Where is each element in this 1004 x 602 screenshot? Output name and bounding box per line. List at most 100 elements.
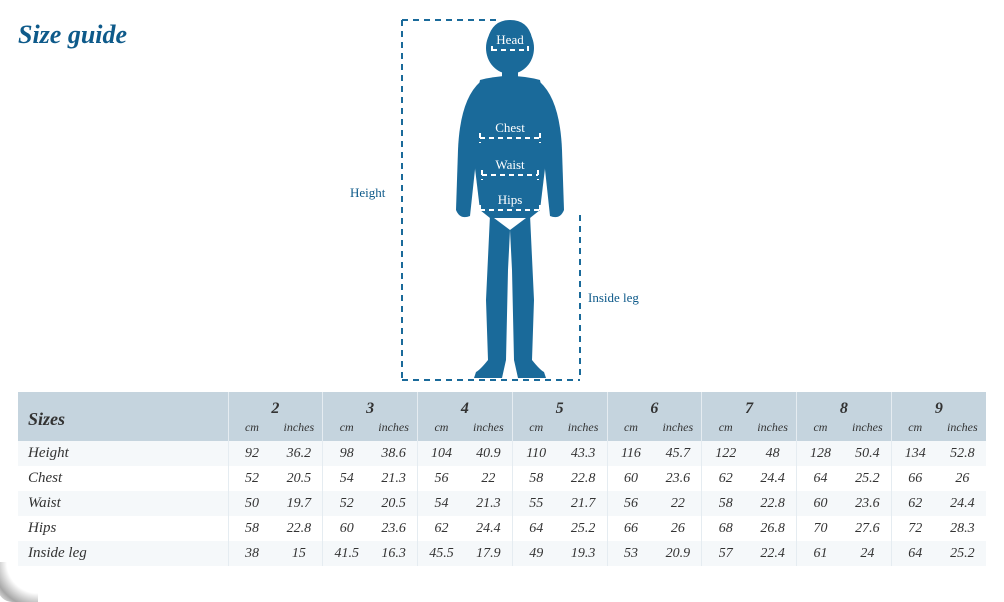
cell-cm: 66 xyxy=(607,516,654,541)
diagram-label-chest: Chest xyxy=(495,120,525,135)
cell-inches: 24.4 xyxy=(465,516,512,541)
diagram-label-waist: Waist xyxy=(495,157,525,172)
size-header: 5 xyxy=(512,392,607,420)
unit-inches: inches xyxy=(370,420,417,441)
cell-inches: 20.5 xyxy=(370,491,417,516)
size-header: 4 xyxy=(418,392,513,420)
size-header: 7 xyxy=(702,392,797,420)
cell-cm: 45.5 xyxy=(418,541,465,566)
cell-cm: 50 xyxy=(228,491,275,516)
cell-inches: 23.6 xyxy=(844,491,891,516)
cell-inches: 23.6 xyxy=(370,516,417,541)
cell-cm: 62 xyxy=(702,466,749,491)
unit-cm: cm xyxy=(512,420,559,441)
row-label: Height xyxy=(18,441,228,466)
cell-cm: 57 xyxy=(702,541,749,566)
corner-shadow xyxy=(0,562,38,602)
unit-cm: cm xyxy=(702,420,749,441)
cell-inches: 15 xyxy=(275,541,322,566)
cell-cm: 68 xyxy=(702,516,749,541)
size-guide-container: Size guide xyxy=(0,0,1004,600)
unit-cm: cm xyxy=(607,420,654,441)
cell-inches: 28.3 xyxy=(939,516,986,541)
size-header: 2 xyxy=(228,392,323,420)
cell-inches: 38.6 xyxy=(370,441,417,466)
cell-cm: 58 xyxy=(512,466,559,491)
row-label: Hips xyxy=(18,516,228,541)
cell-cm: 60 xyxy=(797,491,844,516)
size-header: 9 xyxy=(891,392,986,420)
unit-inches: inches xyxy=(749,420,796,441)
cell-inches: 23.6 xyxy=(654,466,701,491)
diagram-label-hips: Hips xyxy=(498,192,523,207)
table-row: Waist5019.75220.55421.35521.756225822.86… xyxy=(18,491,986,516)
row-label: Inside leg xyxy=(18,541,228,566)
cell-cm: 64 xyxy=(512,516,559,541)
size-header: 8 xyxy=(797,392,892,420)
diagram-label-head: Head xyxy=(496,32,524,47)
cell-inches: 26 xyxy=(939,466,986,491)
cell-cm: 52 xyxy=(323,491,370,516)
cell-cm: 62 xyxy=(891,491,938,516)
unit-cm: cm xyxy=(418,420,465,441)
cell-inches: 24 xyxy=(844,541,891,566)
cell-cm: 110 xyxy=(512,441,559,466)
cell-inches: 40.9 xyxy=(465,441,512,466)
cell-inches: 21.3 xyxy=(465,491,512,516)
unit-inches: inches xyxy=(654,420,701,441)
cell-inches: 19.7 xyxy=(275,491,322,516)
cell-cm: 58 xyxy=(228,516,275,541)
cell-cm: 58 xyxy=(702,491,749,516)
cell-cm: 98 xyxy=(323,441,370,466)
cell-inches: 24.4 xyxy=(939,491,986,516)
cell-inches: 25.2 xyxy=(939,541,986,566)
diagram-label-inside-leg: Inside leg xyxy=(588,290,639,306)
unit-inches: inches xyxy=(275,420,322,441)
row-label: Chest xyxy=(18,466,228,491)
cell-inches: 45.7 xyxy=(654,441,701,466)
table-row: Chest5220.55421.356225822.86023.66224.46… xyxy=(18,466,986,491)
cell-cm: 61 xyxy=(797,541,844,566)
cell-inches: 43.3 xyxy=(560,441,607,466)
cell-inches: 21.3 xyxy=(370,466,417,491)
cell-cm: 122 xyxy=(702,441,749,466)
cell-cm: 60 xyxy=(323,516,370,541)
unit-cm: cm xyxy=(323,420,370,441)
size-header: 6 xyxy=(607,392,702,420)
cell-inches: 22.4 xyxy=(749,541,796,566)
unit-inches: inches xyxy=(560,420,607,441)
size-table-wrap: Sizes23456789 cminchescminchescminchescm… xyxy=(18,392,986,566)
cell-inches: 22.8 xyxy=(560,466,607,491)
cell-inches: 36.2 xyxy=(275,441,322,466)
cell-cm: 72 xyxy=(891,516,938,541)
cell-cm: 92 xyxy=(228,441,275,466)
cell-cm: 64 xyxy=(797,466,844,491)
cell-inches: 24.4 xyxy=(749,466,796,491)
unit-inches: inches xyxy=(939,420,986,441)
cell-inches: 20.5 xyxy=(275,466,322,491)
table-row: Height9236.29838.610440.911043.311645.71… xyxy=(18,441,986,466)
cell-cm: 41.5 xyxy=(323,541,370,566)
cell-cm: 64 xyxy=(891,541,938,566)
cell-inches: 22 xyxy=(465,466,512,491)
unit-inches: inches xyxy=(465,420,512,441)
cell-inches: 25.2 xyxy=(844,466,891,491)
cell-inches: 19.3 xyxy=(560,541,607,566)
cell-inches: 26.8 xyxy=(749,516,796,541)
row-label: Waist xyxy=(18,491,228,516)
measurement-diagram: Head Chest Waist Hips Height Inside leg xyxy=(380,10,640,390)
unit-inches: inches xyxy=(844,420,891,441)
cell-cm: 38 xyxy=(228,541,275,566)
cell-cm: 53 xyxy=(607,541,654,566)
cell-inches: 16.3 xyxy=(370,541,417,566)
cell-inches: 20.9 xyxy=(654,541,701,566)
cell-inches: 17.9 xyxy=(465,541,512,566)
cell-inches: 48 xyxy=(749,441,796,466)
cell-cm: 56 xyxy=(418,466,465,491)
cell-cm: 52 xyxy=(228,466,275,491)
cell-inches: 21.7 xyxy=(560,491,607,516)
cell-inches: 26 xyxy=(654,516,701,541)
cell-cm: 60 xyxy=(607,466,654,491)
cell-cm: 62 xyxy=(418,516,465,541)
cell-cm: 54 xyxy=(323,466,370,491)
